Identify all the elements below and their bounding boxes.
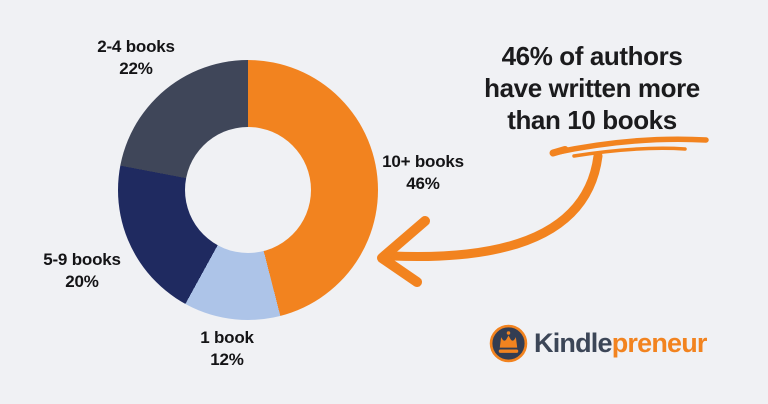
- underline-squiggle-icon: [549, 136, 709, 158]
- label-1-book-pct: 12%: [210, 350, 244, 369]
- label-10plus-books-text: 10+ books: [382, 152, 464, 171]
- headline-line-2: have written more: [484, 73, 700, 103]
- label-10plus-books: 10+ books 46%: [343, 151, 503, 195]
- label-1-book-text: 1 book: [200, 328, 254, 347]
- label-2-4-books: 2-4 books 22%: [56, 36, 216, 80]
- logo-text-kindle: Kindle: [534, 328, 613, 358]
- label-2-4-books-text: 2-4 books: [97, 37, 175, 56]
- donut-chart: [118, 60, 378, 320]
- label-5-9-books-pct: 20%: [65, 272, 99, 291]
- donut-hole: [185, 127, 311, 253]
- label-5-9-books: 5-9 books 20%: [2, 249, 162, 293]
- logo-wordmark: Kindlepreneur: [534, 323, 707, 364]
- headline-line-3: than 10 books: [507, 105, 677, 135]
- crown-icon: [489, 324, 528, 363]
- kindlepreneur-logo: Kindlepreneur: [488, 323, 707, 364]
- label-1-book: 1 book 12%: [147, 327, 307, 371]
- logo-text-preneur: preneur: [611, 328, 708, 358]
- headline: 46% of authors have written more than 10…: [427, 40, 757, 136]
- label-2-4-books-pct: 22%: [119, 59, 153, 78]
- headline-line-1: 46% of authors: [501, 41, 683, 71]
- label-10plus-books-pct: 46%: [406, 174, 440, 193]
- label-5-9-books-text: 5-9 books: [43, 250, 121, 269]
- curved-arrow-icon: [377, 151, 603, 287]
